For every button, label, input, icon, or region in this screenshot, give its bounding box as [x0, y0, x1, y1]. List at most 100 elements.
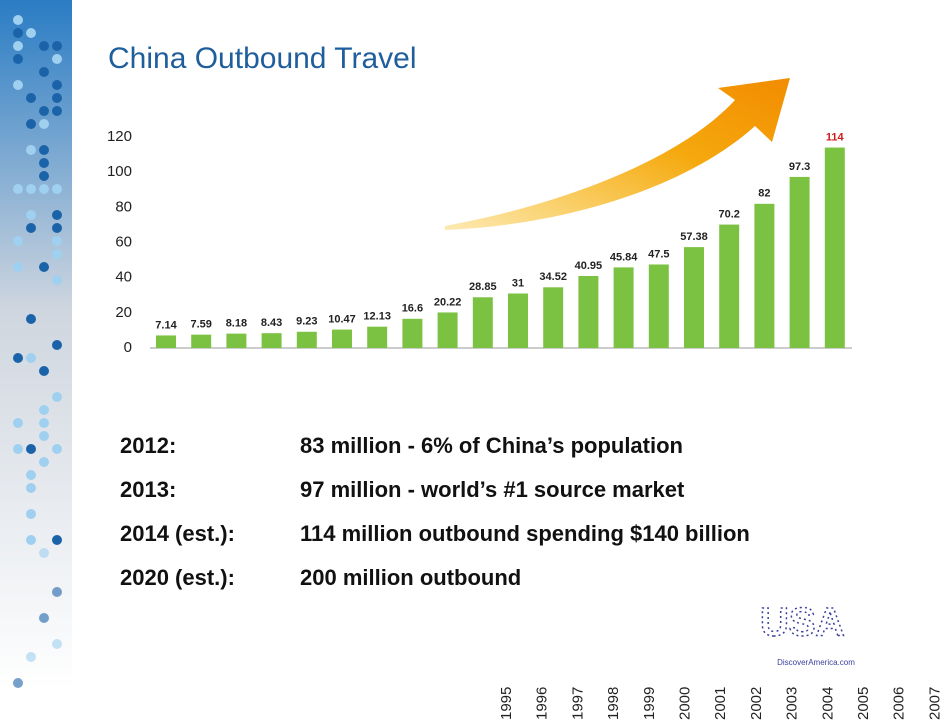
- x-tick-label: 2000: [676, 687, 693, 720]
- x-tick-label: 1995: [498, 687, 515, 720]
- value-label: 34.52: [539, 271, 567, 283]
- bar: [578, 275, 599, 348]
- x-tick-label: 2003: [784, 687, 801, 720]
- note-label: 2020 (est.):: [120, 565, 235, 590]
- value-label: 28.85: [469, 281, 497, 293]
- dot: [13, 41, 23, 51]
- value-label: 9.23: [296, 316, 317, 328]
- dot: [26, 119, 36, 129]
- value-label: 12.13: [363, 311, 391, 323]
- bar: [613, 267, 634, 348]
- note-text: 114 million outbound spending $140 billi…: [300, 521, 750, 546]
- dot: [39, 457, 49, 467]
- dot: [26, 314, 36, 324]
- bar: [156, 335, 176, 348]
- dot: [26, 652, 36, 662]
- dot: [52, 535, 62, 545]
- dot: [39, 613, 49, 623]
- dot: [13, 15, 23, 25]
- bar: [437, 312, 458, 348]
- dot-pattern: [13, 15, 62, 688]
- chart-title: China Outbound Travel: [108, 42, 417, 75]
- x-tick-label: 2001: [712, 687, 729, 720]
- x-tick-label: 2007: [926, 687, 941, 720]
- bar: [296, 331, 317, 348]
- x-tick-label: 1999: [641, 687, 658, 720]
- dot: [52, 587, 62, 597]
- note-text: 83 million - 6% of China’s population: [300, 433, 683, 458]
- dot: [26, 509, 36, 519]
- y-tick-label: 0: [124, 339, 132, 356]
- x-tick-label: 1998: [605, 687, 622, 720]
- y-tick-label: 80: [115, 198, 132, 215]
- dot: [39, 158, 49, 168]
- dot: [39, 67, 49, 77]
- bar: [754, 203, 775, 348]
- dot: [13, 184, 23, 194]
- bar: [648, 264, 669, 348]
- y-tick-label: 60: [115, 233, 132, 250]
- value-label: 82: [758, 188, 770, 200]
- dot: [26, 483, 36, 493]
- logo-mark: USA: [760, 601, 844, 645]
- x-tick-label: 2004: [819, 687, 836, 720]
- y-tick-label: 120: [107, 128, 132, 145]
- value-label: 20.22: [434, 296, 462, 308]
- bar: [719, 224, 740, 348]
- value-label: 7.14: [155, 319, 177, 331]
- dot: [39, 119, 49, 129]
- y-tick-label: 20: [115, 304, 132, 321]
- dot: [52, 210, 62, 220]
- dot: [13, 80, 23, 90]
- note-text: 97 million - world’s #1 source market: [300, 477, 685, 502]
- dot: [39, 145, 49, 155]
- logo-site: DiscoverAmerica.com: [777, 658, 855, 667]
- dot: [26, 444, 36, 454]
- dot: [39, 41, 49, 51]
- bar: [684, 247, 704, 348]
- dot: [26, 145, 36, 155]
- dot: [26, 353, 36, 363]
- note-text: 200 million outbound: [300, 565, 521, 590]
- dot: [39, 431, 49, 441]
- dot: [52, 340, 62, 350]
- dot: [13, 444, 23, 454]
- dot: [52, 275, 62, 285]
- dot: [13, 54, 23, 64]
- note-label: 2014 (est.):: [120, 521, 235, 546]
- dot: [52, 184, 62, 194]
- dot: [52, 639, 62, 649]
- dot: [13, 262, 23, 272]
- bar: [824, 147, 845, 348]
- dot: [39, 548, 49, 558]
- bar: [402, 318, 423, 348]
- dot: [52, 54, 62, 64]
- value-label: 40.95: [575, 260, 603, 272]
- dot: [52, 80, 62, 90]
- value-label: 31: [512, 277, 524, 289]
- dot: [52, 93, 62, 103]
- value-label: 47.5: [648, 248, 669, 260]
- dot: [26, 470, 36, 480]
- x-tick-label: 2006: [891, 687, 908, 720]
- dot: [26, 223, 36, 233]
- value-label: 8.18: [226, 318, 247, 330]
- dot: [52, 41, 62, 51]
- dot: [52, 106, 62, 116]
- dot: [26, 535, 36, 545]
- bar: [261, 333, 282, 348]
- dot: [39, 366, 49, 376]
- y-tick-label: 100: [107, 163, 132, 180]
- y-tick-label: 40: [115, 269, 132, 286]
- dot: [39, 262, 49, 272]
- bar: [332, 329, 352, 348]
- note-label: 2012:: [120, 433, 176, 458]
- dot: [39, 418, 49, 428]
- value-label: 16.6: [402, 303, 423, 315]
- dot: [13, 418, 23, 428]
- value-label: 8.43: [261, 317, 282, 329]
- bar: [191, 334, 212, 348]
- value-label: 10.47: [328, 313, 356, 325]
- value-label: 57.38: [680, 231, 708, 243]
